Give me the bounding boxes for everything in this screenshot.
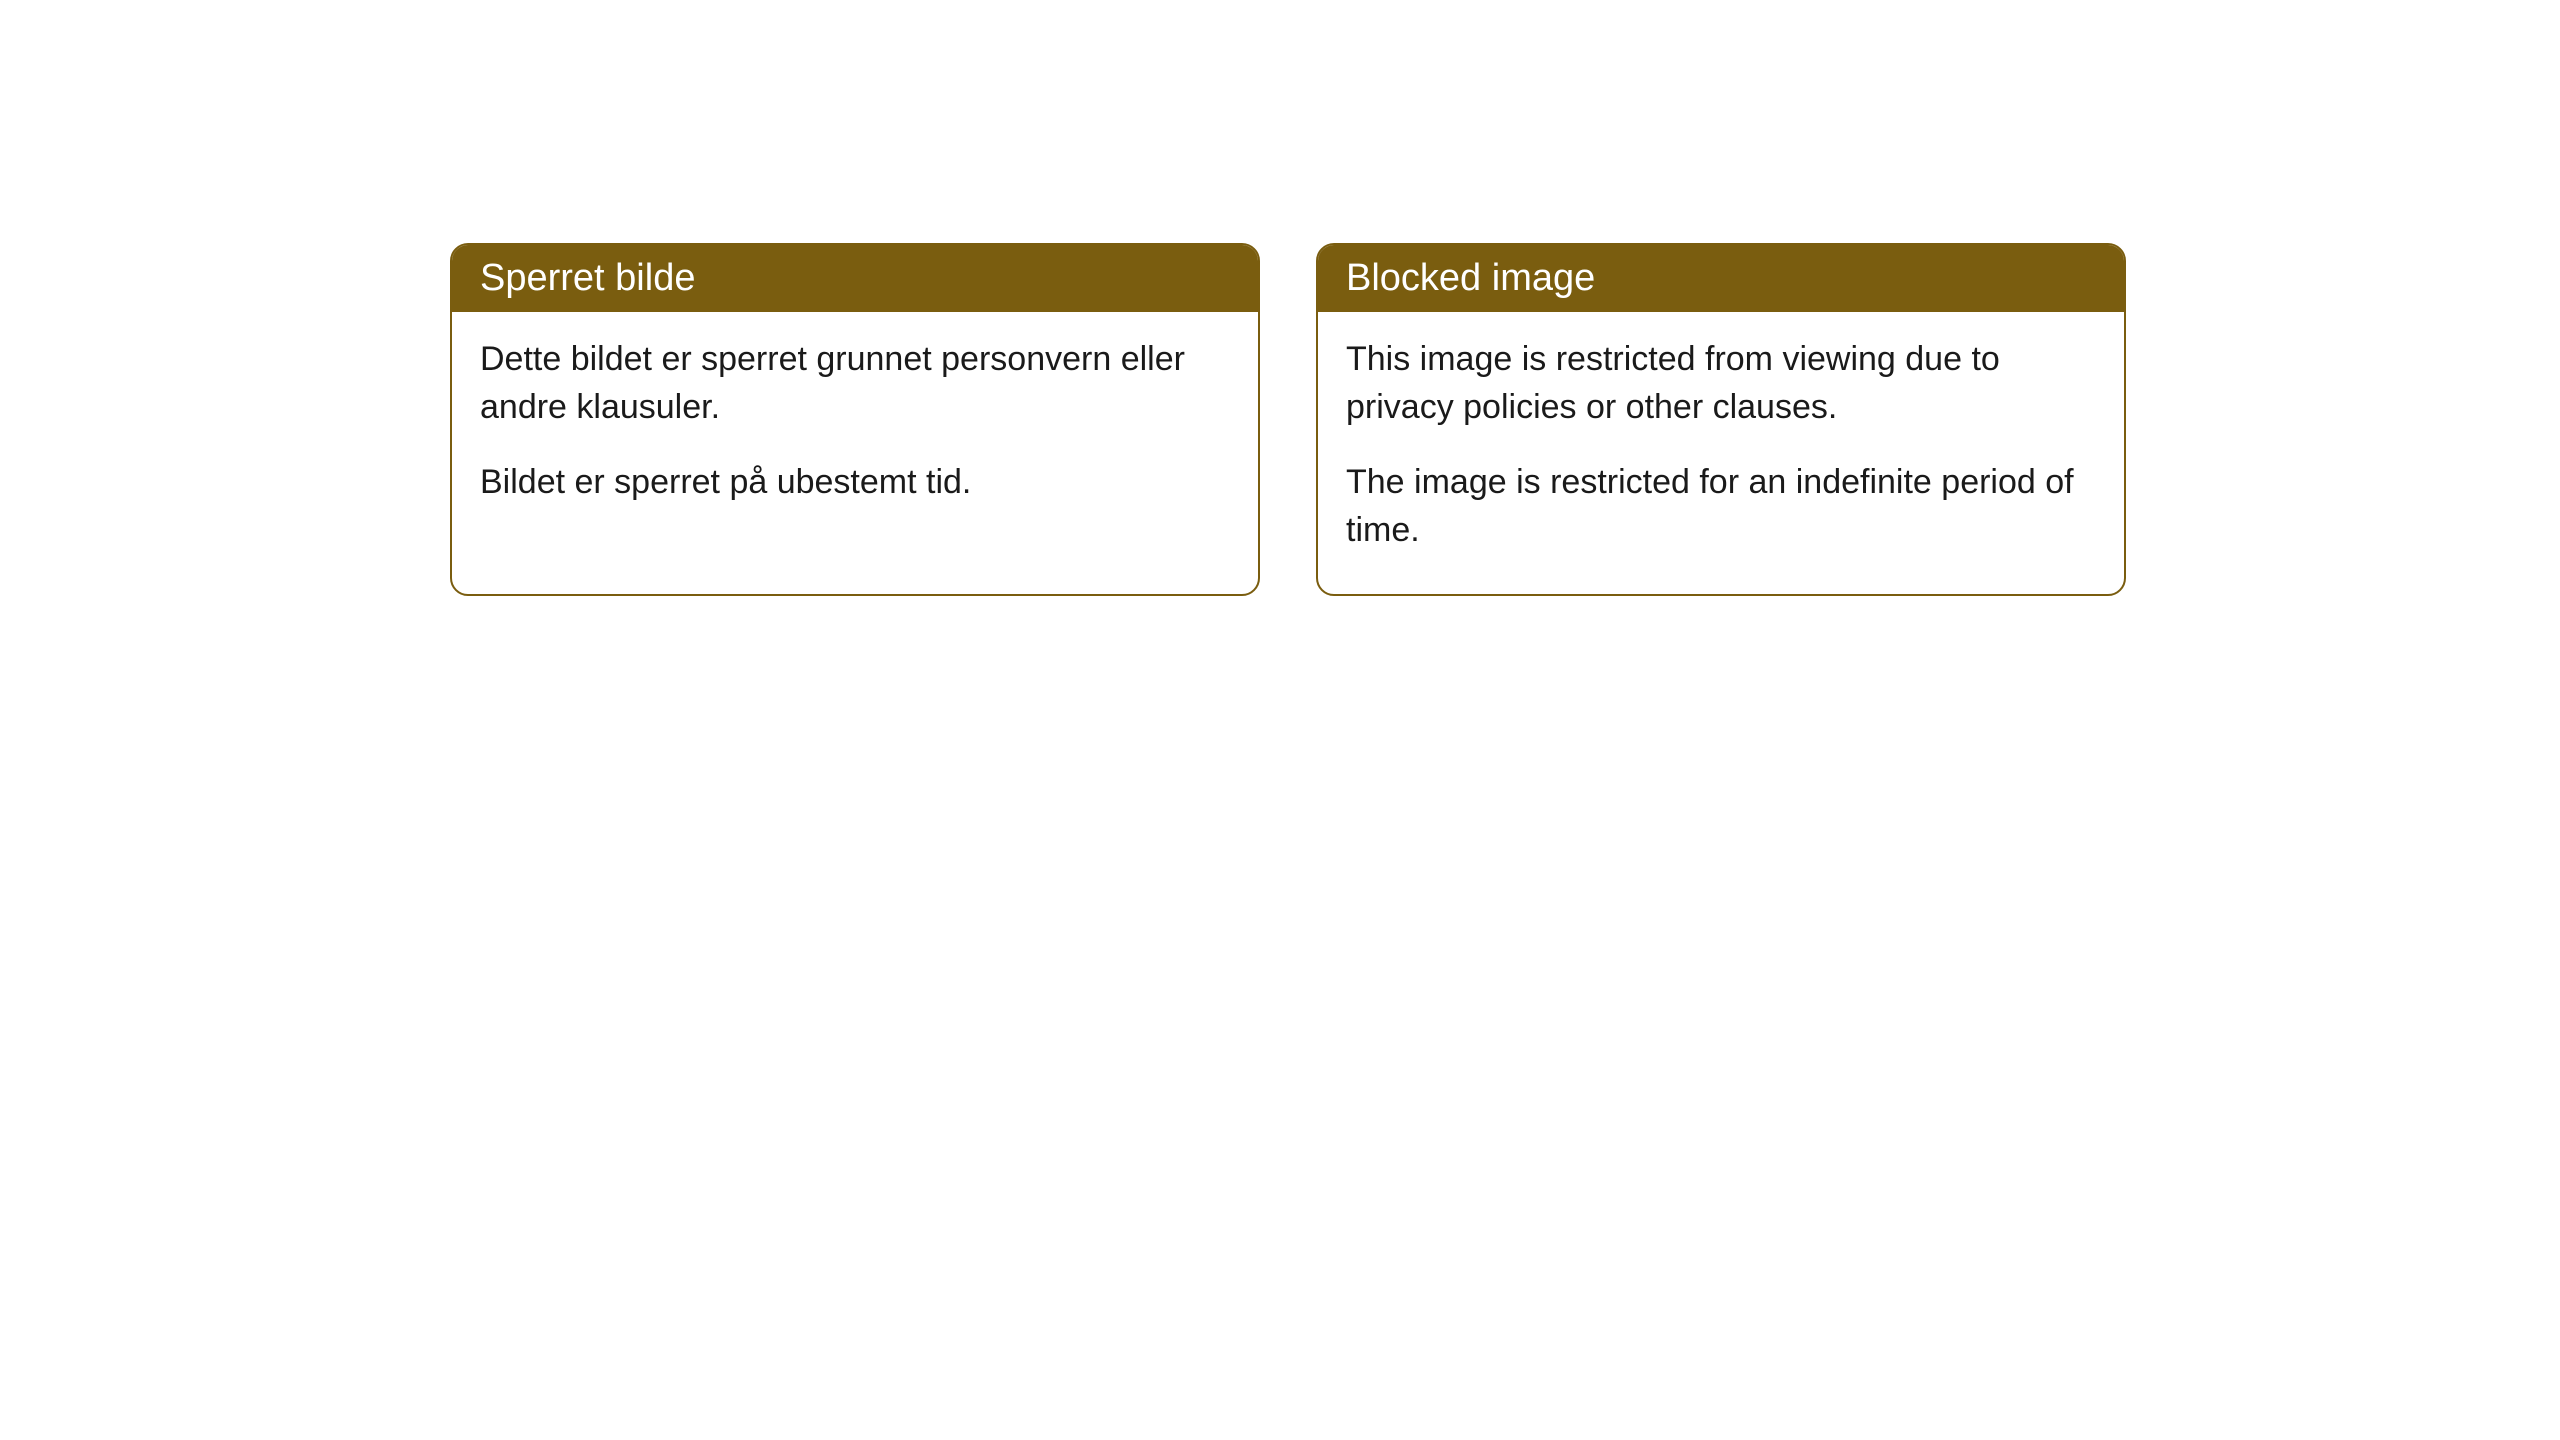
card-body-norwegian: Dette bildet er sperret grunnet personve… (452, 312, 1258, 547)
card-header-english: Blocked image (1318, 245, 2124, 312)
card-body-english: This image is restricted from viewing du… (1318, 312, 2124, 594)
card-text-norwegian-p2: Bildet er sperret på ubestemt tid. (480, 459, 1230, 507)
blocked-image-card-english: Blocked image This image is restricted f… (1316, 243, 2126, 596)
card-title-norwegian: Sperret bilde (480, 257, 695, 299)
card-title-english: Blocked image (1346, 257, 1595, 299)
card-text-english-p1: This image is restricted from viewing du… (1346, 336, 2096, 431)
blocked-image-card-norwegian: Sperret bilde Dette bildet er sperret gr… (450, 243, 1260, 596)
card-text-english-p2: The image is restricted for an indefinit… (1346, 459, 2096, 554)
notice-cards-container: Sperret bilde Dette bildet er sperret gr… (450, 243, 2126, 596)
card-header-norwegian: Sperret bilde (452, 245, 1258, 312)
card-text-norwegian-p1: Dette bildet er sperret grunnet personve… (480, 336, 1230, 431)
